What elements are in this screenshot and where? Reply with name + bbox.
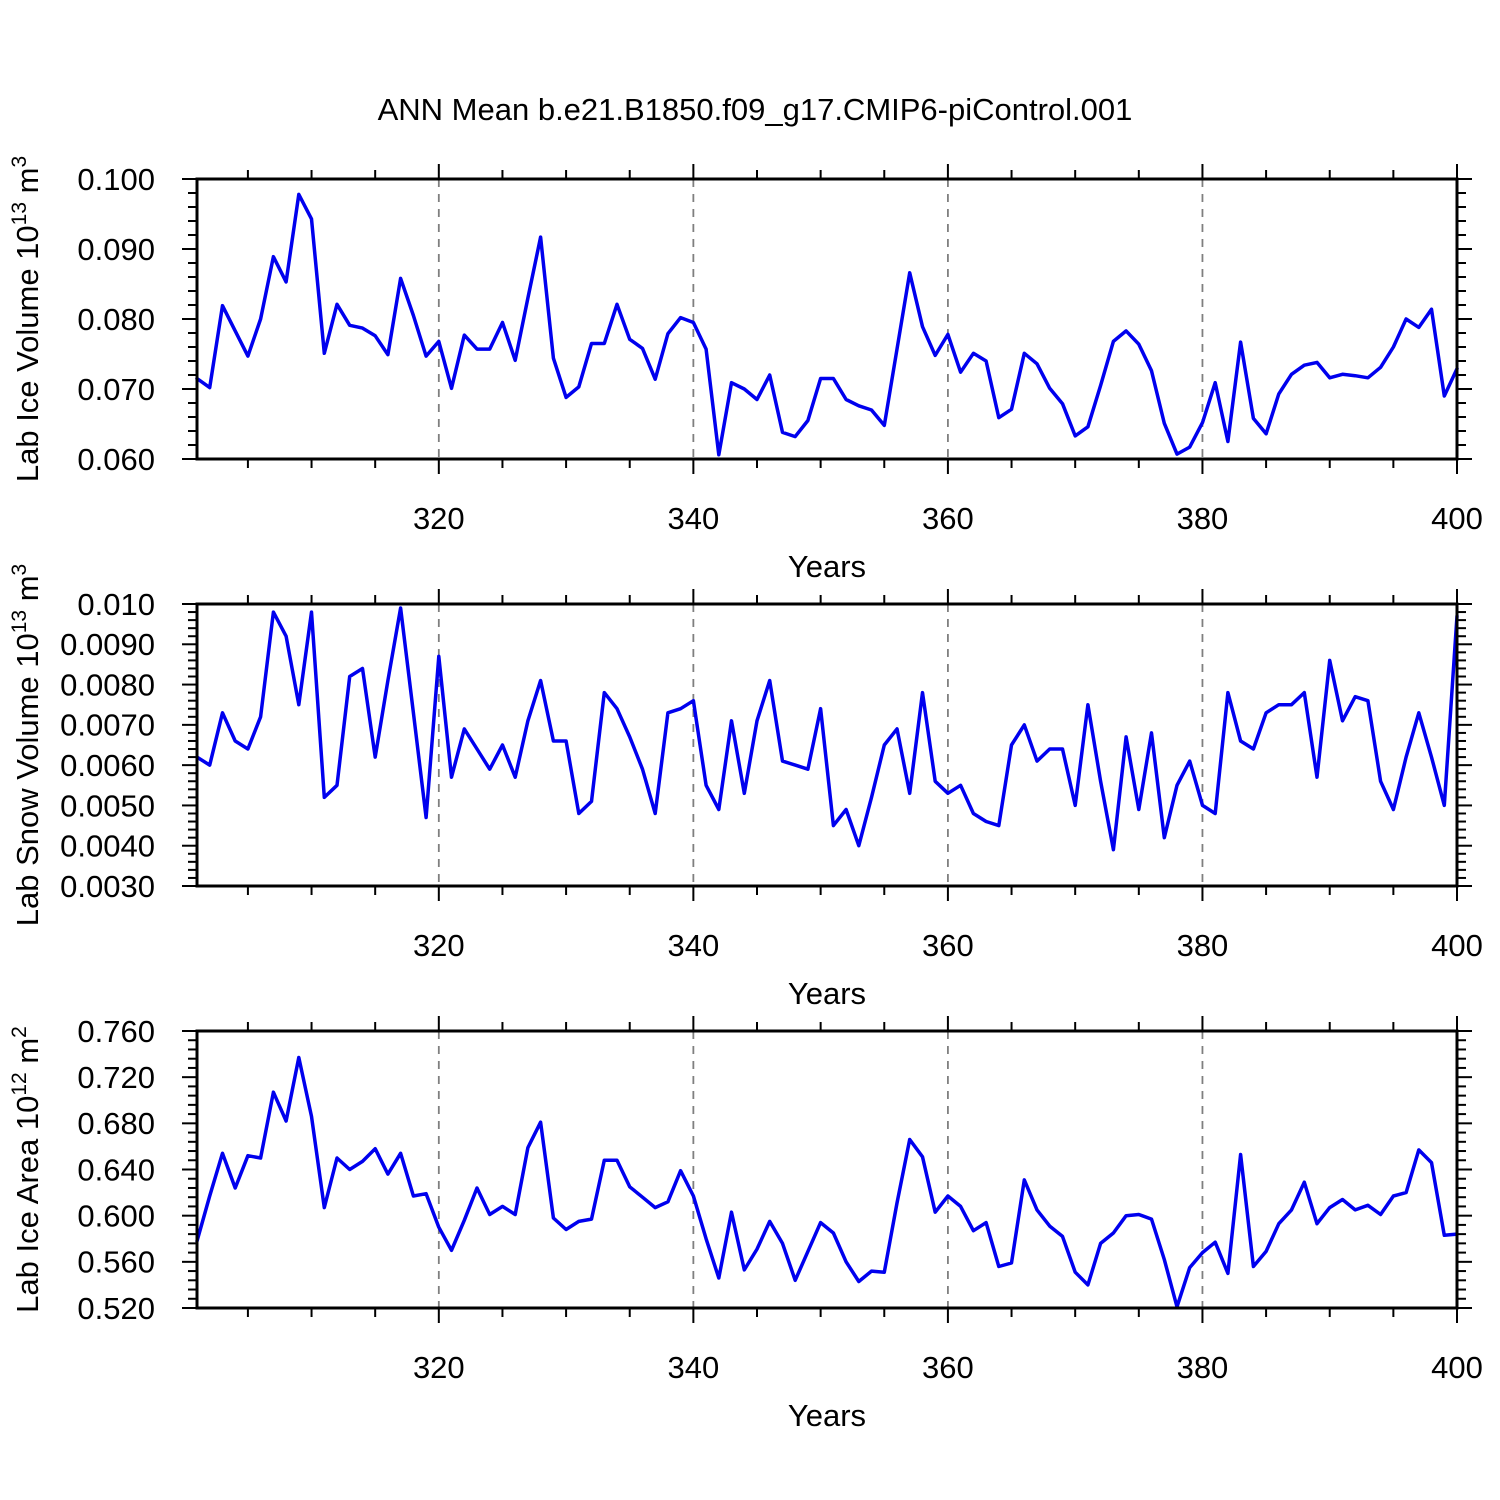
- y-tick-label: 0.0080: [60, 667, 155, 702]
- panel-lab-ice-area: 0.760 0.720 0.680 0.640 0.600 0.560 0.520 320 34…: [8, 1014, 1483, 1433]
- y-tick-label: 0.720: [77, 1060, 155, 1095]
- y-tick-label: 0.0060: [60, 748, 155, 783]
- x-tick-label: 360: [922, 928, 974, 963]
- x-axis-label: Years: [788, 976, 866, 1011]
- panel-lab-ice-volume: 0.100 0.090 0.080 0.070 0.060 320 340 360 380 400…: [8, 156, 1483, 584]
- lab-snow-volume-line: [195, 606, 1459, 852]
- x-tick-label: 320: [413, 501, 465, 536]
- panel-lab-snow-volume: 0.010 0.0090 0.0080 0.0070 0.0060 0.0050 0.004…: [8, 564, 1483, 1011]
- x-tick-label: 340: [667, 928, 719, 963]
- x-tick-label: 320: [413, 1350, 465, 1385]
- y-tick-label: 0.600: [77, 1199, 155, 1234]
- lab-ice-volume-line: [195, 192, 1459, 457]
- y-tick-label: 0.080: [77, 302, 155, 337]
- x-axis-label: Years: [788, 1398, 866, 1433]
- y-axis-label: Lab Ice Volume 1013 m3: [8, 156, 45, 482]
- plot-frame: [195, 602, 1459, 888]
- y-tick-label: 0.680: [77, 1106, 155, 1141]
- x-tick-label: 340: [667, 1350, 719, 1385]
- x-tick-label: 360: [922, 1350, 974, 1385]
- plot-frame: [195, 177, 1459, 461]
- y-tick-label: 0.0040: [60, 829, 155, 864]
- y-tick-label: 0.010: [77, 587, 155, 622]
- y-tick-label: 0.560: [77, 1245, 155, 1280]
- x-tick-label: 340: [667, 501, 719, 536]
- y-axis-label: Lab Snow Volume 1013 m3: [8, 564, 45, 926]
- x-tick-label: 380: [1177, 928, 1229, 963]
- x-tick-label: 400: [1431, 1350, 1483, 1385]
- y-tick-label: 0.0050: [60, 788, 155, 823]
- y-tick-label: 0.090: [77, 232, 155, 267]
- x-tick-label: 380: [1177, 1350, 1229, 1385]
- y-axis-label: Lab Ice Area 1012 m2: [8, 1026, 45, 1313]
- y-tick-label: 0.520: [77, 1291, 155, 1326]
- y-tick-label: 0.100: [77, 162, 155, 197]
- y-tick-label: 0.0030: [60, 869, 155, 904]
- x-tick-label: 400: [1431, 928, 1483, 963]
- lab-ice-area-line: [195, 1055, 1459, 1309]
- y-tick-label: 0.640: [77, 1152, 155, 1187]
- y-tick-label: 0.060: [77, 442, 155, 477]
- x-tick-label: 360: [922, 501, 974, 536]
- chart-title: ANN Mean b.e21.B1850.f09_g17.CMIP6-piCon…: [377, 92, 1133, 127]
- y-tick-label: 0.760: [77, 1014, 155, 1049]
- y-tick-label: 0.0070: [60, 708, 155, 743]
- y-tick-label: 0.0090: [60, 627, 155, 662]
- y-tick-label: 0.070: [77, 372, 155, 407]
- x-axis-label: Years: [788, 549, 866, 584]
- x-tick-label: 320: [413, 928, 465, 963]
- x-tick-label: 380: [1177, 501, 1229, 536]
- x-tick-label: 400: [1431, 501, 1483, 536]
